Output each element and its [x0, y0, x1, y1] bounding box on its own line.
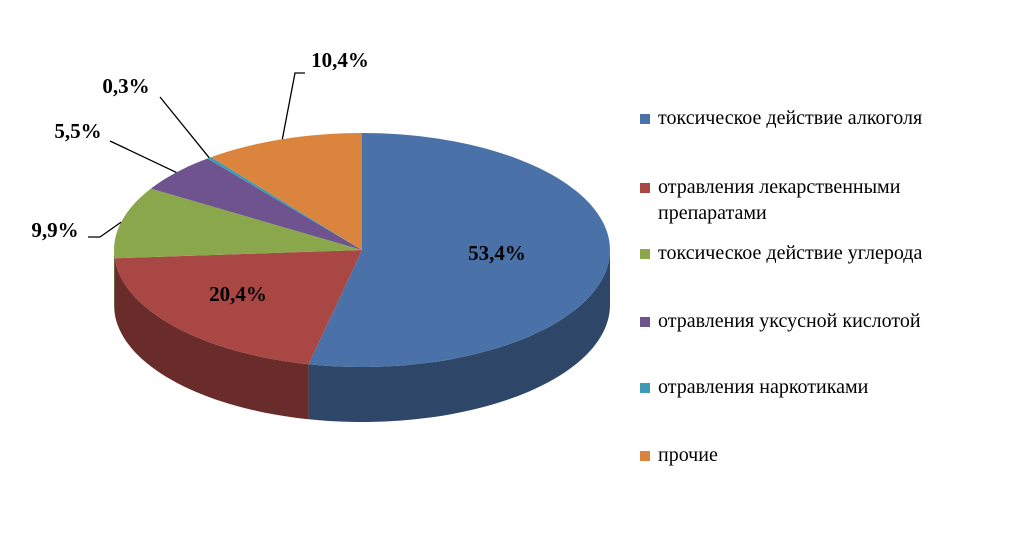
leader-line: [159, 96, 210, 159]
legend-item: отравления лекарственными препаратами: [640, 174, 1010, 226]
legend-label: прочие: [658, 444, 718, 466]
slice: [150, 158, 362, 250]
legend-item: прочие: [640, 442, 1010, 468]
legend-label: отравления уксусной кислотой: [658, 310, 921, 332]
legend-swatch: [640, 183, 650, 193]
slice: [114, 188, 362, 259]
slice: [207, 157, 362, 250]
data-label: 10,4%: [311, 48, 369, 72]
slice-side: [308, 250, 610, 422]
slice-side: [114, 250, 115, 314]
legend-label: токсическое действие углерода: [658, 242, 923, 264]
chart: 53,4% 20,4% 9,9% 5,5%0,3% 10,4%: [31, 48, 610, 422]
legend-swatch: [640, 114, 650, 124]
data-label: 20,4%: [209, 282, 267, 306]
data-label: 5,5%: [54, 119, 101, 143]
data-label: 0,3%: [102, 74, 149, 98]
slice: [114, 250, 362, 365]
legend-item: отравления наркотиками: [640, 374, 1010, 400]
slice-side: [114, 258, 309, 420]
slice: [308, 133, 610, 367]
legend-label: отравления наркотиками: [658, 376, 869, 398]
leader-line: [88, 221, 122, 238]
legend-label: отравления лекарственными препаратами: [658, 176, 901, 224]
data-label: 53,4%: [468, 241, 526, 265]
legend-swatch: [640, 451, 650, 461]
leader-line: [109, 140, 177, 174]
data-label: 9,9%: [31, 218, 78, 242]
legend-label: токсическое действие алкоголя: [658, 107, 923, 129]
leader-line: [281, 72, 305, 140]
slice: [211, 133, 362, 250]
legend-swatch: [640, 317, 650, 327]
legend-swatch: [640, 383, 650, 393]
legend-item: отравления уксусной кислотой: [640, 308, 1010, 334]
legend-item: токсическое действие алкоголя: [640, 105, 1010, 131]
legend-swatch: [640, 249, 650, 259]
legend-item: токсическое действие углерода: [640, 240, 1010, 266]
